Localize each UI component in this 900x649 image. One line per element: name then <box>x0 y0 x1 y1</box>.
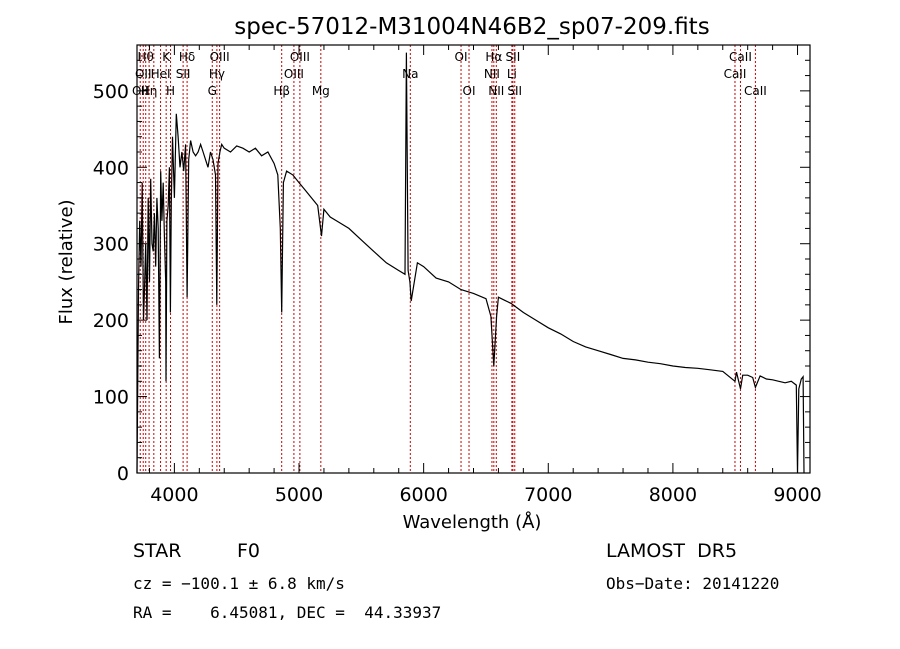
x-axis: 4000 5000 6000 7000 8000 9000 <box>148 45 822 506</box>
line-marker-label: OII <box>135 67 152 81</box>
x-tick-label: 7000 <box>524 484 572 506</box>
line-marker-label: CaII <box>744 84 767 98</box>
line-marker-label: SII <box>176 67 191 81</box>
line-marker-label: OI <box>455 50 468 64</box>
object-subclass: F0 <box>237 540 261 562</box>
line-marker-label: Na <box>402 67 418 81</box>
line-marker-label: NII <box>484 67 500 81</box>
y-tick-label: 100 <box>93 387 129 409</box>
line-marker-label: SII <box>506 50 521 64</box>
plot-frame <box>136 44 811 474</box>
x-axis-label: Wavelength (Å) <box>403 511 542 533</box>
spectrum-line <box>136 52 805 474</box>
object-class: STAR <box>133 540 182 562</box>
line-marker-label: H <box>166 84 175 98</box>
y-tick-label: 200 <box>93 310 129 332</box>
chart-title: spec-57012-M31004N46B2_sp07-209.fits <box>234 14 709 40</box>
line-marker-label: CaII <box>729 50 752 64</box>
line-marker-label: Hγ <box>209 67 225 81</box>
line-marker-label: OIII <box>210 50 230 64</box>
line-marker-label: SII <box>507 84 522 98</box>
line-marker-label: NII <box>488 84 504 98</box>
line-marker-label: Mg <box>312 84 330 98</box>
line-marker-label: OIII <box>284 67 304 81</box>
x-tick-label: 4000 <box>150 484 198 506</box>
y-tick-label: 0 <box>117 463 129 485</box>
line-marker-label: Hβ <box>273 84 290 98</box>
y-tick-label: 400 <box>93 157 129 179</box>
x-tick-label: 6000 <box>399 484 447 506</box>
line-marker-label: OIII <box>290 50 310 64</box>
coordinates-text: RA = 6.45081, DEC = 44.33937 <box>133 603 442 622</box>
y-axis-label: Flux (relative) <box>56 199 77 324</box>
line-marker-label: Hθ <box>138 50 154 64</box>
line-marker-label: Hα <box>485 50 502 64</box>
y-axis: 0 100 200 300 400 500 <box>93 59 810 485</box>
line-marker-label: HeI <box>151 67 171 81</box>
line-marker-label: Hδ <box>179 50 195 64</box>
survey-name: LAMOST DR5 <box>606 540 738 562</box>
y-tick-label: 500 <box>93 81 129 103</box>
line-marker-label: K <box>162 50 171 64</box>
y-tick-label: 300 <box>93 234 129 256</box>
line-marker-label: OI <box>463 84 476 98</box>
x-tick-label: 5000 <box>275 484 323 506</box>
obs-date-text: Obs−Date: 20141220 <box>606 574 780 593</box>
emission-line-labels: OIIOIIHθHηHeIKHSIIHδGHγOIIIHβOIIIOIIIMgN… <box>132 50 767 98</box>
line-marker-label: G <box>208 84 217 98</box>
redshift-text: cz = −100.1 ± 6.8 km/s <box>133 574 345 593</box>
x-tick-label: 8000 <box>649 484 697 506</box>
line-marker-label: Li <box>507 67 517 81</box>
line-marker-label: CaII <box>724 67 747 81</box>
x-tick-label: 9000 <box>773 484 821 506</box>
line-marker-label: Hη <box>141 84 158 98</box>
emission-line-markers <box>139 45 756 473</box>
